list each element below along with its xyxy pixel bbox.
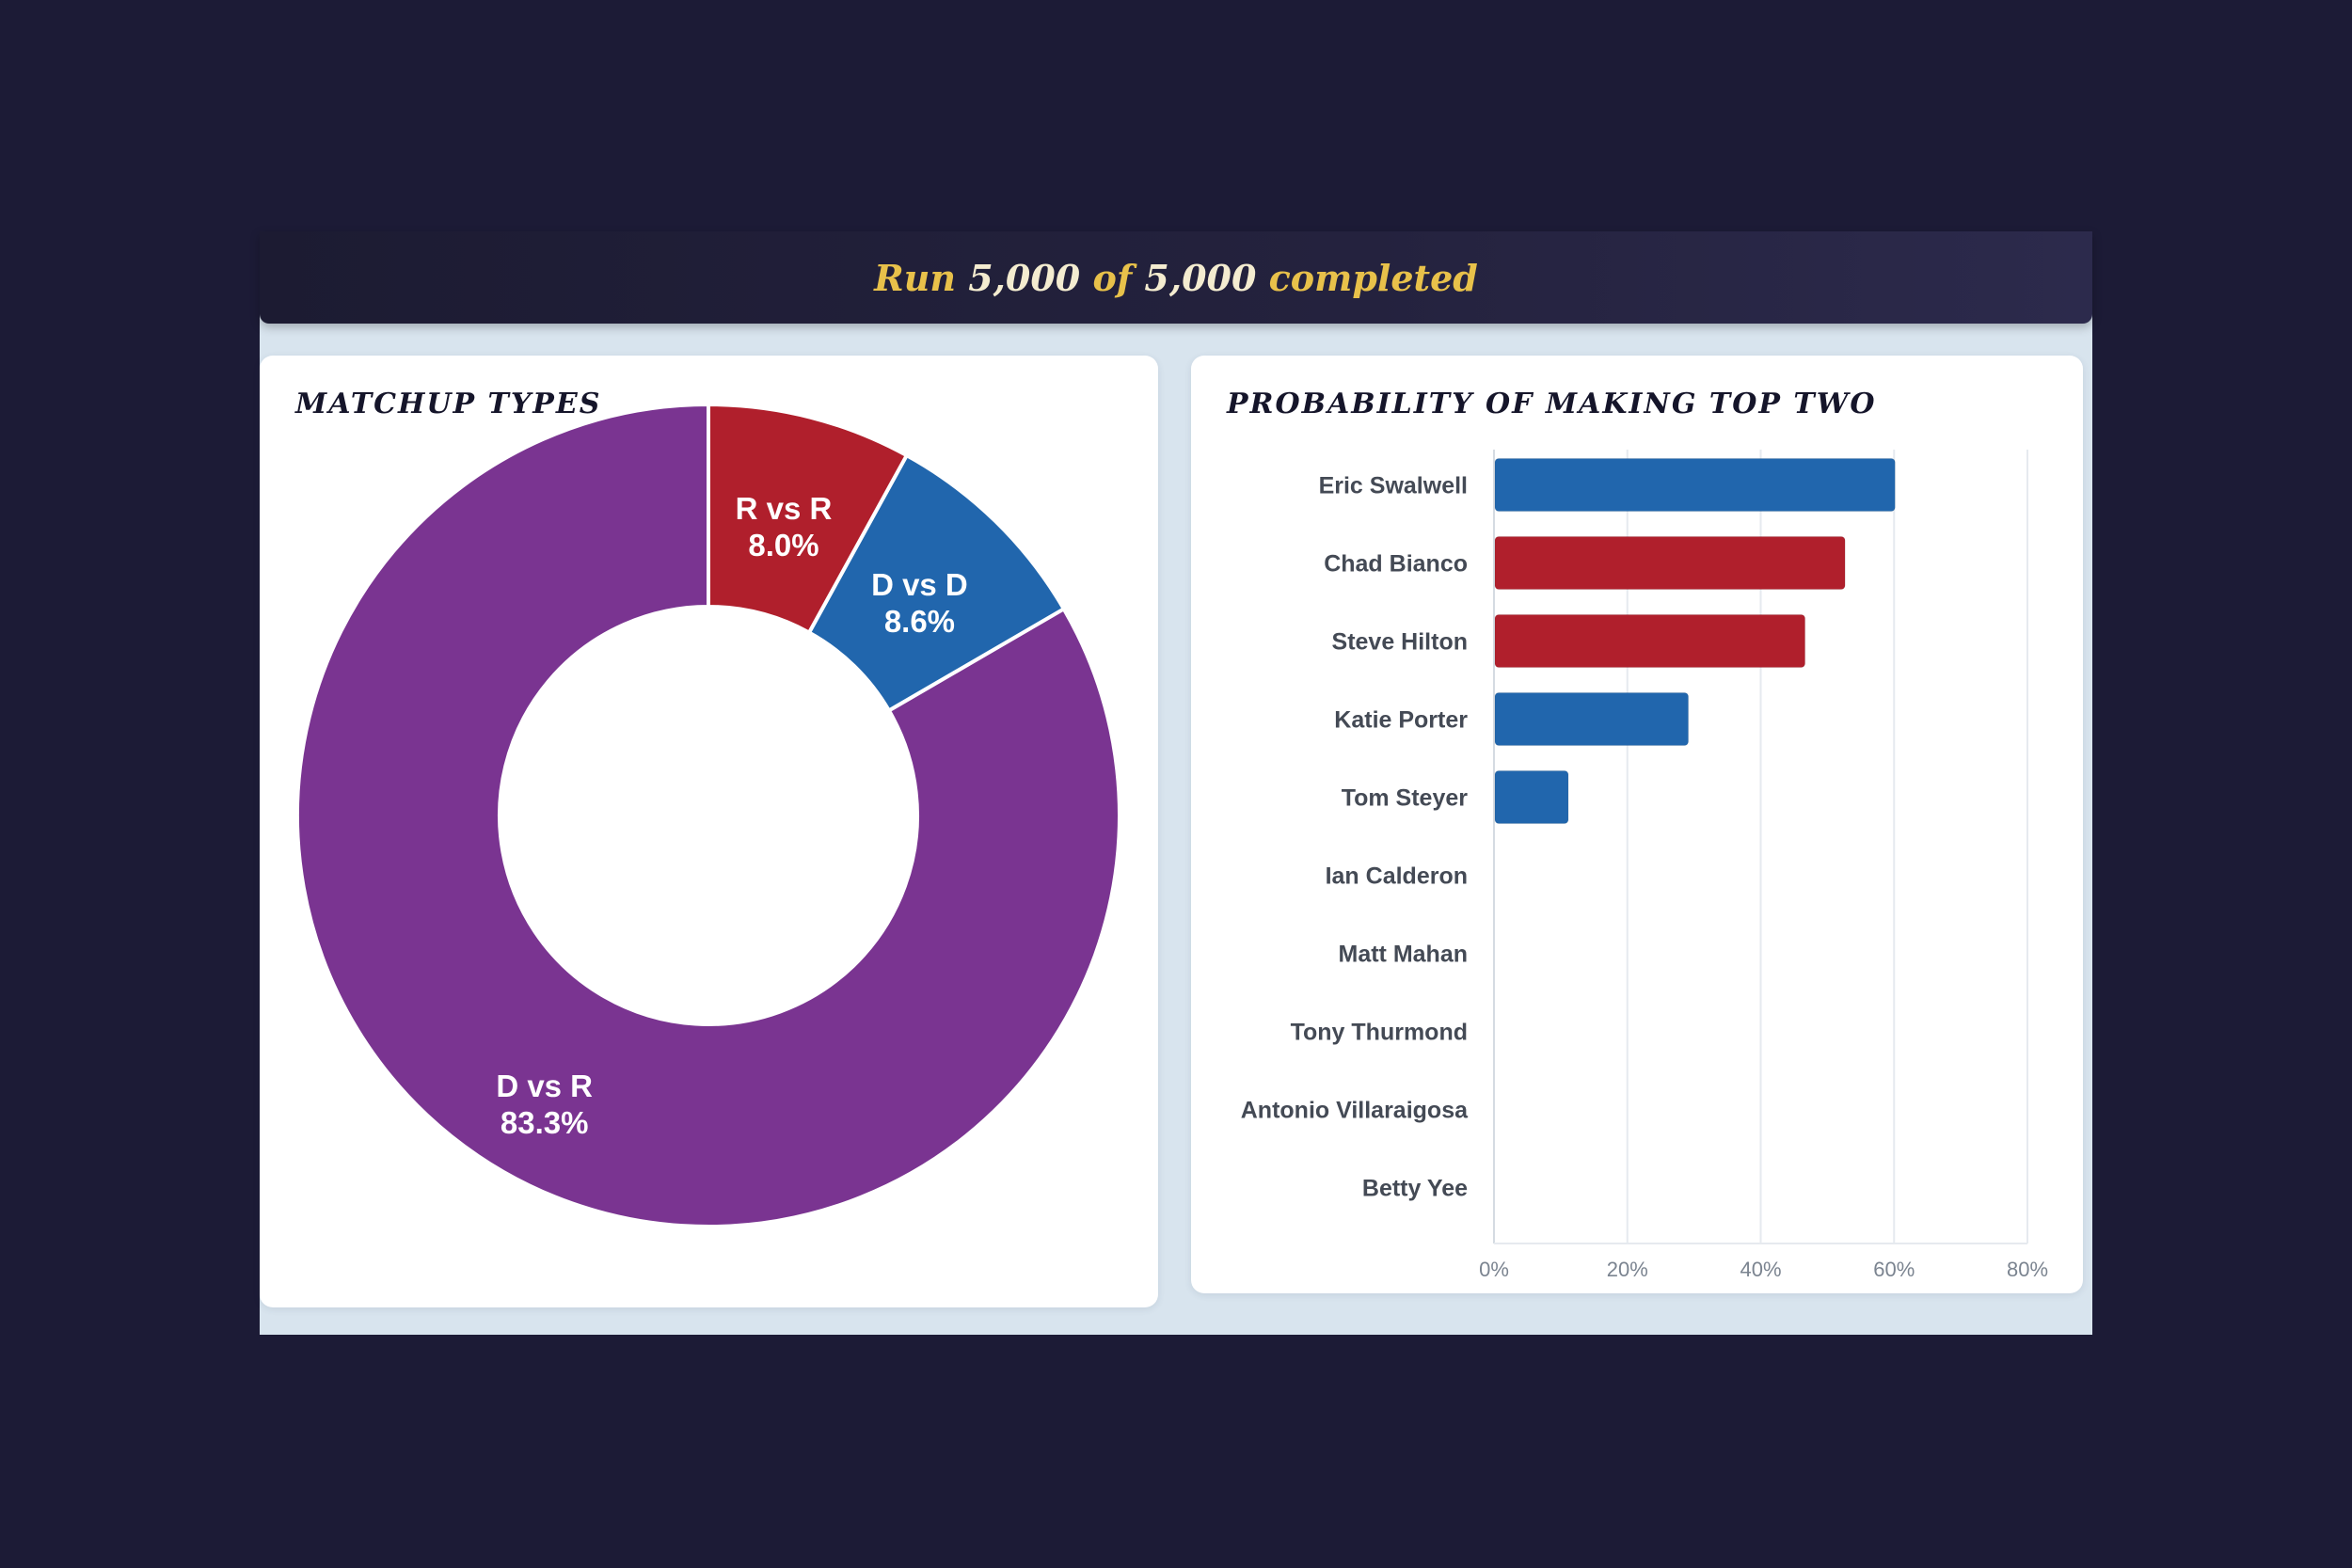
- matchup-types-panel: MATCHUP TYPES D vs R 83.3% D vs D 8.6% R vs …: [260, 356, 1158, 1307]
- bar-label-eric-swalwell: Eric Swalwell: [1319, 473, 1468, 499]
- bar-chad-bianco[interactable]: [1494, 536, 1846, 590]
- bar-label-tom-steyer: Tom Steyer: [1342, 785, 1469, 812]
- matchup-donut-chart: D vs R83.3% D vs D8.6% R vs R8.0%: [295, 402, 1121, 1228]
- matchup-types-title: MATCHUP TYPES: [295, 388, 602, 420]
- slice-value-d-vs-d: 8.6%: [884, 604, 955, 639]
- bar-label-antonio-villaraigosa: Antonio Villaraigosa: [1241, 1098, 1469, 1124]
- bar-label-tony-thurmond: Tony Thurmond: [1291, 1020, 1468, 1046]
- top-two-probability-title: PROBABILITY OF MAKING TOP TWO: [1227, 388, 1877, 420]
- status-run-word: Run: [874, 256, 956, 299]
- slice-label-d-vs-d: D vs D: [871, 567, 968, 602]
- slice-label-r-vs-r: R vs R: [736, 491, 833, 526]
- slice-value-r-vs-r: 8.0%: [748, 528, 818, 562]
- slice-value-d-vs-r: 83.3%: [501, 1105, 589, 1140]
- top-two-probability-panel: PROBABILITY OF MAKING TOP TWO Eric Swalw…: [1191, 356, 2083, 1293]
- status-completed-word: completed: [1268, 256, 1478, 299]
- run-status-bar: Run 5,000 of 5,000 completed: [260, 231, 2092, 324]
- status-of-word: of: [1092, 256, 1133, 299]
- bar-steve-hilton[interactable]: [1494, 614, 1806, 668]
- bar-eric-swalwell[interactable]: [1494, 458, 1896, 512]
- slice-d-vs-r[interactable]: [295, 402, 1121, 1228]
- top-two-bar-chart: Eric Swalwell Chad Bianco Steve Hilton Kati…: [1241, 450, 2048, 1281]
- bar-label-katie-porter: Katie Porter: [1334, 707, 1468, 734]
- slice-label-d-vs-r: D vs R: [496, 1069, 593, 1103]
- bar-label-ian-calderon: Ian Calderon: [1326, 863, 1468, 890]
- x-tick-label-40: 40%: [1740, 1258, 1781, 1281]
- bar-tom-steyer[interactable]: [1494, 770, 1569, 824]
- slice-r-vs-r[interactable]: [707, 402, 910, 636]
- bar-label-betty-yee: Betty Yee: [1362, 1176, 1468, 1202]
- bar-label-chad-bianco: Chad Bianco: [1324, 551, 1468, 578]
- status-run-current: 5,000: [968, 256, 1081, 299]
- x-tick-label-20: 20%: [1607, 1258, 1648, 1281]
- bar-label-matt-mahan: Matt Mahan: [1339, 942, 1469, 968]
- bar-label-steve-hilton: Steve Hilton: [1332, 629, 1468, 656]
- x-tick-label-0: 0%: [1479, 1258, 1509, 1281]
- x-tick-label-80: 80%: [2007, 1258, 2048, 1281]
- x-tick-label-60: 60%: [1873, 1258, 1915, 1281]
- bar-katie-porter[interactable]: [1494, 692, 1690, 746]
- simulation-dashboard: Run 5,000 of 5,000 completed MATCHUP TYP…: [260, 231, 2092, 1335]
- status-run-total: 5,000: [1144, 256, 1257, 299]
